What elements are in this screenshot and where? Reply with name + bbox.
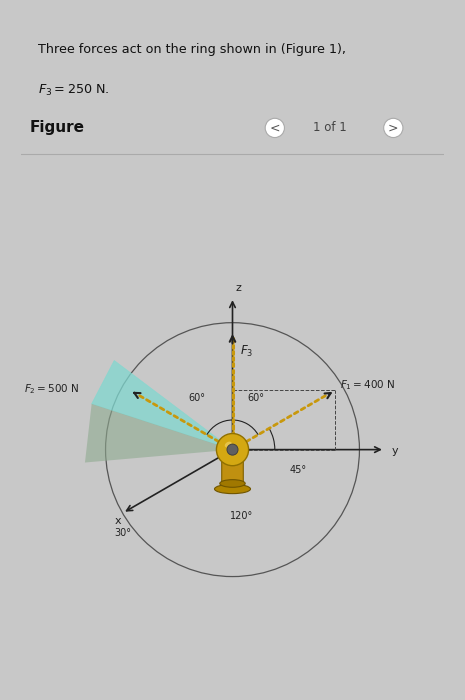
Text: >: > [388, 121, 399, 134]
Ellipse shape [214, 484, 251, 494]
Text: Three forces act on the ring shown in (Figure 1),: Three forces act on the ring shown in (F… [38, 43, 346, 56]
Text: 45°: 45° [290, 465, 307, 475]
Text: <: < [270, 121, 280, 134]
Text: 1 of 1: 1 of 1 [313, 121, 347, 134]
Polygon shape [85, 404, 232, 463]
Text: $F_1 = 400$ N: $F_1 = 400$ N [340, 378, 396, 392]
Text: z: z [236, 283, 242, 293]
Text: 30°: 30° [114, 528, 131, 538]
Text: $F_2 = 500$ N: $F_2 = 500$ N [24, 382, 80, 396]
Text: 60°: 60° [188, 393, 205, 403]
Circle shape [216, 433, 249, 466]
Text: Figure: Figure [29, 120, 84, 135]
Text: $F_3$: $F_3$ [240, 344, 253, 358]
FancyBboxPatch shape [222, 459, 243, 484]
Circle shape [227, 444, 238, 455]
Text: y: y [391, 446, 398, 456]
Text: 120°: 120° [230, 512, 253, 522]
Text: x: x [115, 516, 122, 526]
Text: $F_3 = 250$ N.: $F_3 = 250$ N. [38, 83, 110, 99]
Polygon shape [92, 360, 232, 449]
Text: 60°: 60° [247, 393, 264, 403]
Ellipse shape [225, 442, 232, 447]
Ellipse shape [220, 480, 245, 487]
